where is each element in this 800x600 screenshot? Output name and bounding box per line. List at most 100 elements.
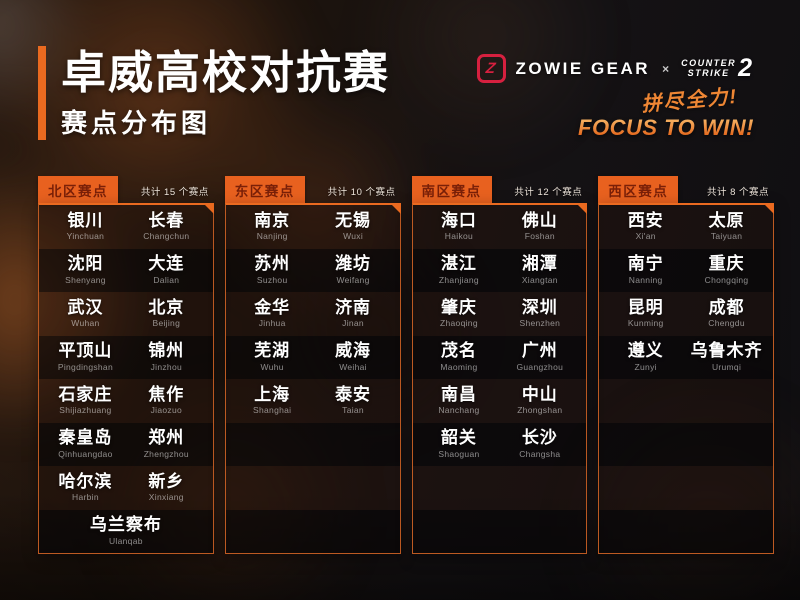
city-name: 平顶山: [58, 341, 113, 361]
city-pinyin: Jinan: [342, 318, 364, 329]
brand-row: Z ZOWIE GEAR × COUNTER STRIKE 2: [476, 54, 752, 83]
city-name: 武汉: [67, 297, 104, 317]
city-name: 无锡: [335, 210, 372, 230]
city-pinyin: Taiyuan: [710, 231, 743, 242]
city-pinyin: Shijiazhuang: [59, 405, 112, 416]
city-pinyin: Qinhuangdao: [58, 448, 113, 459]
region-header: 东区赛点 共计 10 个赛点: [224, 176, 401, 203]
region-count-label: 共计 12 个赛点: [514, 187, 583, 198]
city-item: 长春 Changchun: [126, 210, 207, 242]
city-row: 平顶山 Pingdingshan 锦州 Jinzhou: [39, 335, 213, 379]
city-item: 芜湖 Wuhu: [232, 342, 313, 372]
region-header: 北区赛点 共计 15 个赛点: [38, 176, 214, 203]
city-pinyin: Pingdingshan: [57, 361, 113, 372]
city-name: 郑州: [148, 428, 185, 448]
city-item: 济南 Jinan: [313, 297, 394, 329]
city-pinyin: Foshan: [524, 231, 555, 242]
city-name: 金华: [254, 297, 291, 317]
city-name: 遵义: [627, 341, 664, 361]
city-item: 郑州 Zhengzhou: [126, 429, 207, 459]
city-item: 遵义 Zunyi: [605, 342, 686, 372]
city-name: 海口: [440, 210, 477, 230]
city-name: 济南: [335, 297, 372, 317]
city-pinyin: Suzhou: [256, 274, 288, 285]
region-count-label: 共计 8 个赛点: [706, 187, 769, 198]
city-name: 石家庄: [58, 384, 113, 404]
city-pinyin: Weihai: [339, 361, 367, 372]
region-name-tab: 北区赛点: [38, 176, 118, 203]
city-name: 中山: [521, 384, 558, 404]
city-row: [412, 466, 587, 510]
city-pinyin: Urumqi: [711, 361, 742, 372]
city-item: 重庆 Chongqing: [686, 255, 767, 285]
city-pinyin: Harbin: [72, 492, 99, 503]
corner-fold-icon: [763, 203, 774, 214]
region-name-tab: 南区赛点: [411, 176, 492, 203]
counter-strike-2-logo: COUNTER STRIKE 2: [681, 56, 752, 81]
city-item: 沈阳 Shenyang: [45, 255, 126, 285]
city-item: 大连 Dalian: [126, 255, 207, 285]
city-row: 哈尔滨 Harbin 新乡 Xinxiang: [39, 466, 213, 510]
city-pinyin: Beijing: [152, 318, 181, 329]
city-name: 重庆: [708, 254, 745, 274]
city-name: 南昌: [440, 384, 477, 404]
region-name-tab: 东区赛点: [224, 176, 305, 203]
city-pinyin: Ulanqab: [108, 535, 143, 546]
city-item: 上海 Shanghai: [232, 385, 313, 416]
city-pinyin: Shaoguan: [438, 448, 480, 459]
city-row: 南昌 Nanchang 中山 Zhongshan: [412, 379, 587, 423]
city-item: 湘潭 Xiangtan: [499, 255, 580, 285]
city-row: 西安 Xi'an 太原 Taiyuan: [599, 205, 773, 249]
city-name: 哈尔滨: [58, 471, 113, 491]
city-pinyin: Zhanjiang: [438, 274, 479, 285]
page-subtitle: 赛点分布图: [61, 108, 212, 138]
city-row: 秦皇岛 Qinhuangdao 郑州 Zhengzhou: [39, 422, 213, 466]
city-pinyin: Zhengzhou: [143, 448, 189, 459]
cs-word-strike: STRIKE: [687, 67, 730, 78]
city-row: 海口 Haikou 佛山 Foshan: [412, 205, 587, 249]
city-pinyin: Zhongshan: [517, 405, 563, 416]
city-row: [599, 379, 773, 423]
city-item: 秦皇岛 Qinhuangdao: [45, 429, 126, 459]
city-pinyin: Taian: [342, 405, 364, 416]
zowie-wordmark: ZOWIE GEAR: [515, 58, 651, 78]
region-count-label: 共计 15 个赛点: [140, 187, 209, 198]
city-name: 长春: [148, 210, 185, 230]
city-item: 南宁 Nanning: [605, 255, 686, 285]
city-name: 芜湖: [254, 341, 291, 361]
city-name: 西安: [627, 210, 664, 230]
city-pinyin: Jiaozuo: [150, 405, 183, 416]
city-row: 银川 Yinchuan 长春 Changchun: [39, 205, 213, 249]
city-row: 南宁 Nanning 重庆 Chongqing: [599, 248, 773, 292]
region-header: 西区赛点 共计 8 个赛点: [598, 176, 774, 203]
city-item: 中山 Zhongshan: [499, 384, 580, 416]
city-row: 乌兰察布 Ulanqab: [39, 509, 213, 553]
city-item: 武汉 Wuhan: [45, 297, 126, 329]
city-pinyin: Shenzhen: [519, 318, 561, 329]
corner-fold-icon: [576, 203, 588, 214]
city-item: 乌兰察布 Ulanqab: [45, 516, 207, 546]
city-name: 成都: [708, 297, 745, 317]
cs-number: 2: [738, 54, 752, 82]
city-pinyin: Wuxi: [343, 231, 364, 242]
city-name: 大连: [148, 254, 185, 274]
city-name: 新乡: [148, 471, 185, 491]
city-row: 肇庆 Zhaoqing 深圳 Shenzhen: [412, 292, 587, 336]
city-pinyin: Nanning: [628, 274, 663, 285]
city-item: 成都 Chengdu: [686, 297, 767, 329]
city-item: 茂名 Maoming: [419, 342, 500, 372]
city-pinyin: Wuhu: [260, 361, 284, 372]
city-pinyin: Nanchang: [438, 405, 480, 416]
zowie-logo-icon: Z: [476, 54, 506, 83]
city-pinyin: Xiangtan: [521, 274, 558, 285]
city-item: 太原 Taiyuan: [686, 211, 767, 242]
city-row: [412, 509, 587, 553]
region-panel-east: 东区赛点 共计 10 个赛点 南京 Nanjing 无锡 Wuxi 苏州 Suzhou 潍坊…: [224, 176, 401, 554]
slogan-english: FOCUS TO WIN!: [576, 115, 756, 141]
city-pinyin: Nanjing: [256, 231, 288, 242]
city-name: 沈阳: [67, 254, 104, 274]
city-row: 芜湖 Wuhu 威海 Weihai: [225, 335, 400, 379]
city-name: 泰安: [335, 384, 372, 404]
city-item: 深圳 Shenzhen: [499, 298, 580, 329]
city-row: 武汉 Wuhan 北京 Beijing: [39, 292, 213, 336]
